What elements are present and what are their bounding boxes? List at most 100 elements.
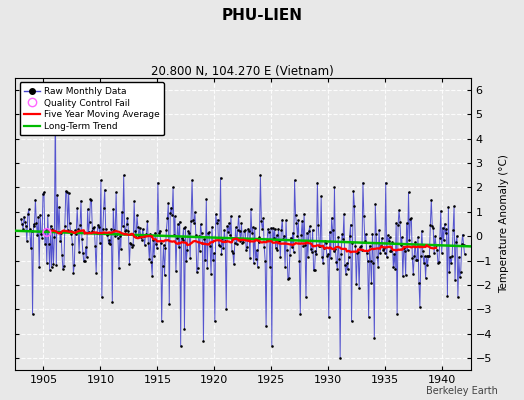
Point xyxy=(148,273,156,279)
Point xyxy=(415,280,423,286)
Point xyxy=(254,238,263,245)
Point xyxy=(181,224,190,230)
Point xyxy=(370,335,378,342)
Point xyxy=(63,226,72,233)
Point xyxy=(406,216,414,222)
Point xyxy=(422,253,431,259)
Point xyxy=(20,214,28,220)
Point xyxy=(418,228,426,234)
Point xyxy=(319,260,328,266)
Point xyxy=(388,239,397,246)
Point xyxy=(128,244,136,250)
Point xyxy=(21,218,29,225)
Point xyxy=(27,228,36,234)
Point xyxy=(46,267,54,274)
Point xyxy=(453,233,461,239)
Point xyxy=(116,233,124,239)
Point xyxy=(43,229,51,236)
Point xyxy=(239,239,247,245)
Point xyxy=(414,234,422,240)
Point xyxy=(355,285,363,292)
Point xyxy=(19,226,27,232)
Point xyxy=(274,226,282,232)
Point xyxy=(152,244,161,251)
Point xyxy=(178,235,186,242)
Point xyxy=(420,253,429,259)
Point xyxy=(348,240,357,246)
Point xyxy=(361,238,369,244)
Point xyxy=(102,232,111,238)
Point xyxy=(95,224,103,230)
Point xyxy=(283,246,291,253)
Point xyxy=(400,248,409,255)
Point xyxy=(325,228,334,235)
Point xyxy=(76,222,84,228)
Point xyxy=(245,228,253,234)
Point xyxy=(39,191,47,197)
Point xyxy=(329,248,337,254)
Point xyxy=(110,227,118,233)
Point xyxy=(326,255,335,262)
Point xyxy=(89,225,97,232)
Point xyxy=(424,253,433,260)
Point xyxy=(17,216,25,222)
Point xyxy=(413,256,421,263)
Point xyxy=(438,250,446,256)
Point xyxy=(26,226,34,232)
Point xyxy=(330,184,339,191)
Point xyxy=(233,226,242,233)
Point xyxy=(134,224,142,231)
Point xyxy=(212,211,220,217)
Point xyxy=(392,220,400,226)
Point xyxy=(114,234,122,241)
Point xyxy=(23,238,31,244)
Point xyxy=(86,196,95,203)
Point xyxy=(143,218,151,224)
Point xyxy=(389,264,398,270)
Point xyxy=(62,188,70,194)
Point xyxy=(455,254,463,260)
Point xyxy=(242,246,250,253)
Point xyxy=(25,206,33,212)
Point xyxy=(409,271,418,278)
Point xyxy=(308,248,316,255)
Point xyxy=(68,241,77,248)
Point xyxy=(298,218,307,224)
Point xyxy=(190,220,198,226)
Point xyxy=(301,242,309,248)
Point xyxy=(284,276,292,282)
Point xyxy=(366,258,375,264)
Point xyxy=(304,253,312,260)
Point xyxy=(351,243,359,249)
Point xyxy=(41,240,49,247)
Point xyxy=(237,220,246,226)
Point xyxy=(226,232,234,239)
Point xyxy=(105,237,114,244)
Point xyxy=(72,231,80,237)
Point xyxy=(50,234,59,240)
Point xyxy=(103,231,112,237)
Point xyxy=(170,232,178,238)
Point xyxy=(215,243,224,249)
Point xyxy=(271,245,280,251)
Point xyxy=(341,262,349,268)
Point xyxy=(444,204,453,210)
Point xyxy=(196,221,205,228)
Point xyxy=(70,262,79,268)
Point xyxy=(48,226,57,232)
Point xyxy=(125,260,134,267)
Point xyxy=(231,240,239,246)
Point xyxy=(421,275,430,281)
Point xyxy=(359,213,368,219)
Point xyxy=(131,228,139,235)
Point xyxy=(54,229,62,235)
Point xyxy=(216,174,225,181)
Point xyxy=(344,266,352,273)
Point xyxy=(28,311,37,317)
Point xyxy=(171,213,179,220)
Point xyxy=(394,222,402,228)
Point xyxy=(332,259,341,265)
Point xyxy=(379,245,388,252)
Point xyxy=(230,261,238,267)
Point xyxy=(269,224,277,231)
